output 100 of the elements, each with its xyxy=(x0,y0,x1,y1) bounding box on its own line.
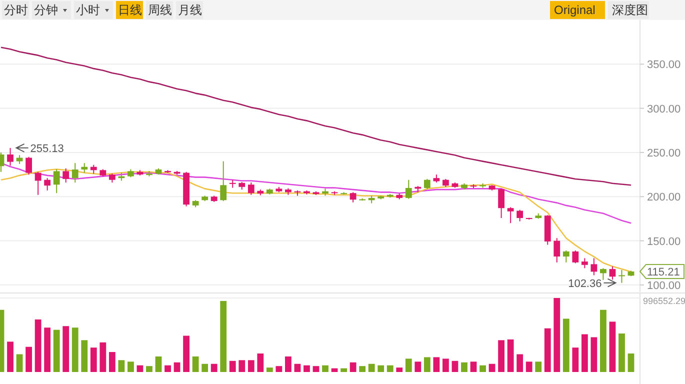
bar xyxy=(461,362,468,372)
y-tick-label: 150.00 xyxy=(647,236,681,248)
text: 分钟 xyxy=(34,3,58,17)
bar xyxy=(350,362,356,372)
candlestick xyxy=(81,162,88,174)
candlestick xyxy=(220,160,227,202)
bar xyxy=(452,360,458,372)
bar xyxy=(572,348,579,372)
bar xyxy=(136,365,144,372)
bar xyxy=(248,360,254,372)
bar xyxy=(544,328,551,372)
bar xyxy=(183,336,190,372)
candlestick xyxy=(34,171,42,196)
text: 996552.29 xyxy=(643,296,685,306)
bar xyxy=(220,300,227,372)
candlestick xyxy=(507,206,514,224)
annotation: 102.36 xyxy=(568,278,602,290)
bar xyxy=(600,310,606,372)
bar xyxy=(90,348,97,372)
candlestick xyxy=(62,168,70,183)
bar xyxy=(257,354,264,372)
candlestick xyxy=(516,209,524,222)
bar xyxy=(304,365,310,372)
bar xyxy=(100,342,106,372)
bar xyxy=(72,328,78,372)
bar xyxy=(386,365,394,372)
bar xyxy=(535,362,542,372)
bar xyxy=(609,322,616,372)
annotation: 115.21 xyxy=(647,266,680,279)
bar xyxy=(44,328,51,372)
bar xyxy=(210,364,218,372)
bar xyxy=(53,330,60,372)
bar xyxy=(340,368,347,372)
text: 日线 xyxy=(118,3,142,17)
bar xyxy=(628,354,634,372)
bar xyxy=(16,354,23,372)
candlestick xyxy=(562,250,570,263)
candlestick xyxy=(498,188,504,218)
bar xyxy=(62,326,70,372)
bar xyxy=(507,339,514,372)
candlestick xyxy=(72,162,78,183)
text: 深度图 xyxy=(612,3,648,17)
bar xyxy=(378,365,384,372)
text: 小时 xyxy=(76,3,100,17)
bar xyxy=(433,357,440,372)
bar xyxy=(322,365,328,372)
text: 分时 xyxy=(4,3,28,17)
bar xyxy=(7,342,14,372)
bar xyxy=(285,356,292,372)
bar xyxy=(202,364,208,372)
annotation: 255.13 xyxy=(30,142,64,155)
line-series xyxy=(0,46,632,186)
bar xyxy=(174,362,180,372)
candlestick xyxy=(554,238,560,263)
bar xyxy=(276,366,282,372)
bar xyxy=(498,340,504,372)
y-tick-label: 200.00 xyxy=(647,192,681,204)
candlestick xyxy=(590,258,598,276)
text: 月线 xyxy=(178,3,202,17)
candlestick xyxy=(248,182,254,196)
bar xyxy=(470,362,477,372)
bar xyxy=(581,334,588,372)
bar xyxy=(294,364,301,372)
bar xyxy=(81,340,88,372)
candlestick xyxy=(44,178,51,191)
bar xyxy=(424,357,430,372)
bar xyxy=(368,364,375,372)
candlestick xyxy=(424,178,430,190)
text: Original xyxy=(554,3,596,17)
candlestick xyxy=(581,258,588,269)
bar xyxy=(128,362,134,372)
bar xyxy=(118,360,125,372)
text: 周线 xyxy=(148,3,172,17)
bar xyxy=(312,366,320,372)
y-tick-label: 250.00 xyxy=(647,147,681,160)
candlestick xyxy=(53,168,60,194)
bar xyxy=(414,362,422,372)
bar xyxy=(516,354,524,372)
bar xyxy=(562,318,570,372)
candlestick xyxy=(609,266,616,280)
candlestick xyxy=(572,250,579,264)
bar xyxy=(238,360,246,372)
bar xyxy=(480,365,486,372)
candlestick xyxy=(7,147,14,166)
bar xyxy=(34,319,42,372)
bar xyxy=(618,334,625,372)
bar xyxy=(405,358,412,372)
y-tick-label: 350.00 xyxy=(647,59,681,72)
bar xyxy=(26,346,32,372)
bar xyxy=(396,368,403,372)
candlestick xyxy=(26,156,32,176)
bar xyxy=(229,360,236,372)
candlestick xyxy=(618,269,625,284)
bar xyxy=(164,365,171,372)
bar xyxy=(146,366,152,372)
bar xyxy=(155,356,162,372)
bar xyxy=(359,366,366,372)
candlestick xyxy=(350,192,356,203)
bar xyxy=(590,337,598,372)
bar xyxy=(192,356,199,372)
